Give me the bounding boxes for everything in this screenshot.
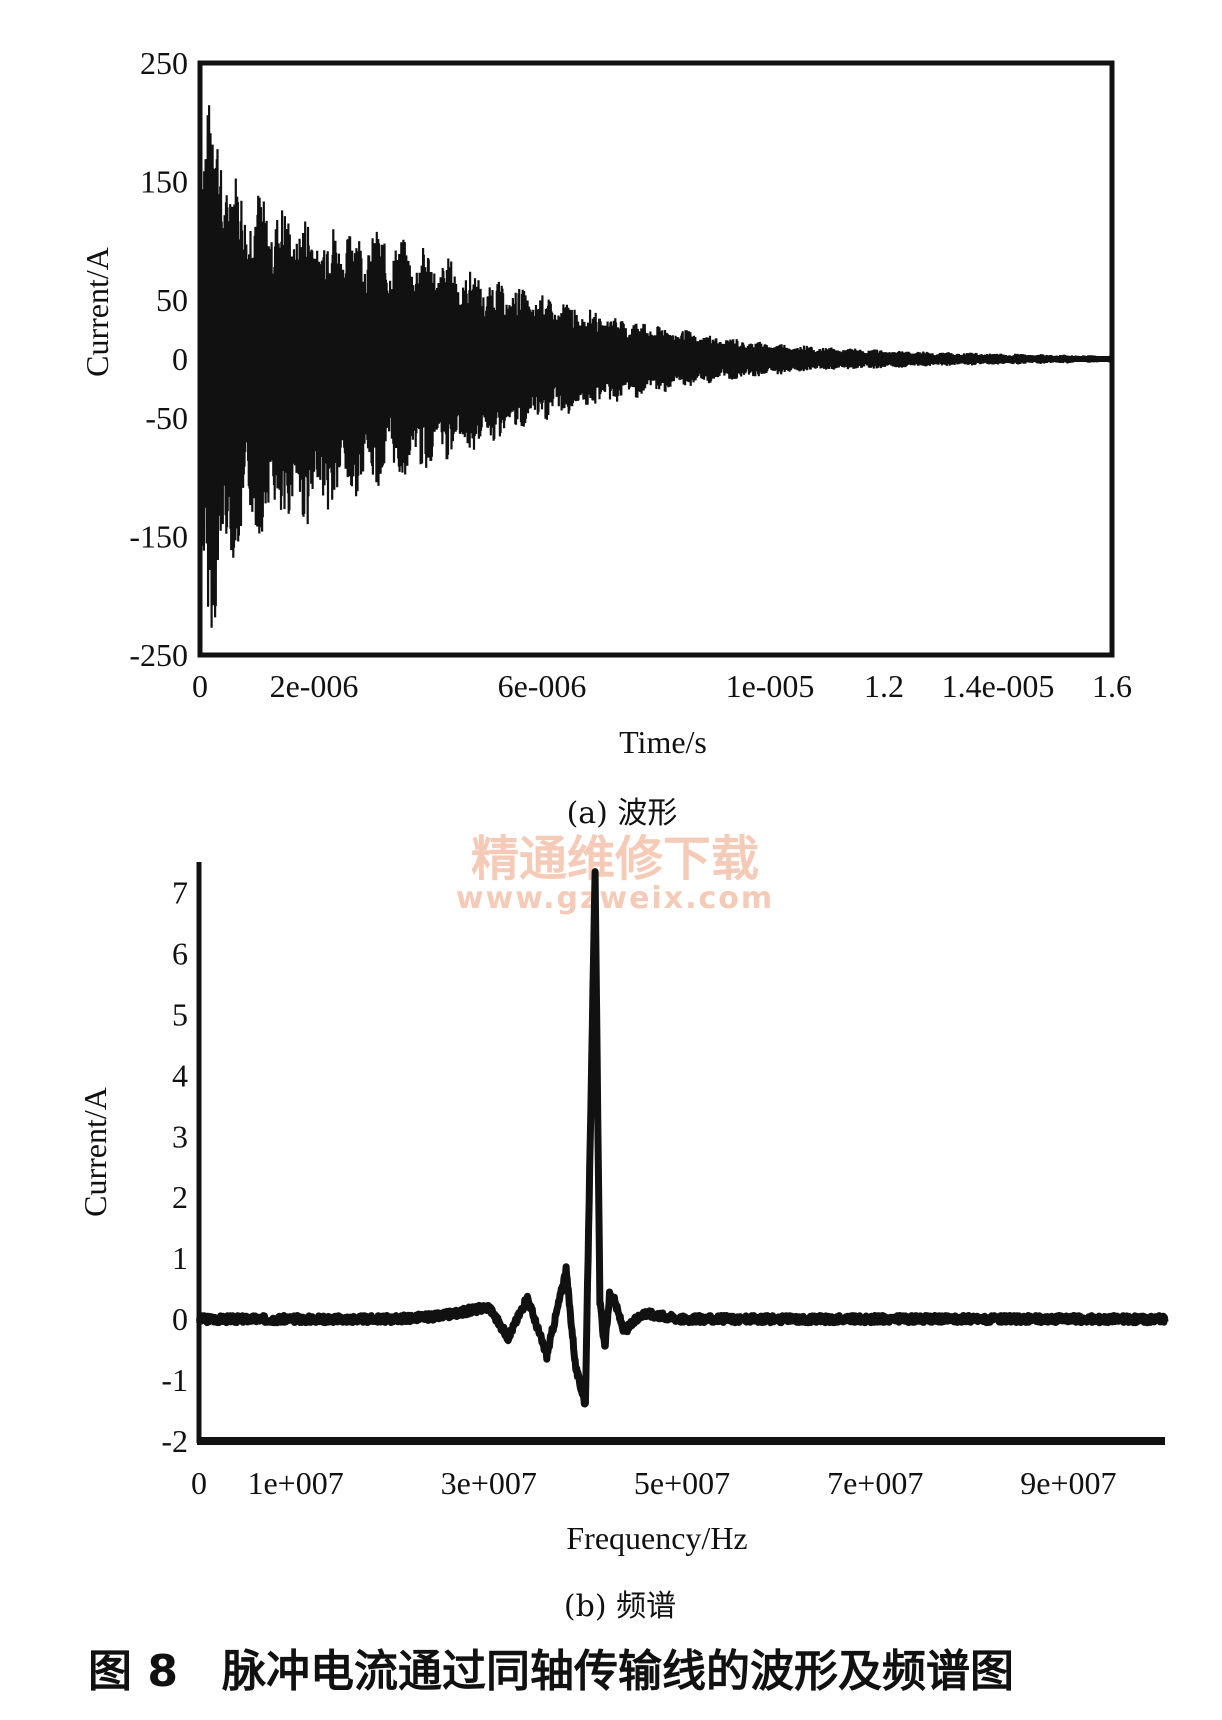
waveform-y-tick-label: -50 <box>145 400 188 436</box>
spectrum-y-tick-label: 3 <box>172 1118 188 1154</box>
spectrum-subtitle: (b) 频谱 <box>564 1589 676 1624</box>
watermark-url: www.gzweix.com <box>456 881 774 916</box>
watermark-title: 精通维修下载 <box>471 831 759 887</box>
spectrum-x-tick-label: 1e+007 <box>247 1465 343 1501</box>
waveform-y-tick-label: -250 <box>129 637 188 673</box>
waveform-y-ticks: 250 150 50 0 -50 -150 -250 <box>129 45 188 673</box>
waveform-y-tick-label: -150 <box>129 519 188 555</box>
spectrum-y-axis-label: Current/A <box>77 1087 113 1217</box>
spectrum-x-tick-label: 9e+007 <box>1020 1465 1116 1501</box>
spectrum-x-tick-label: 3e+007 <box>441 1465 537 1501</box>
waveform-y-axis-label: Current/A <box>79 247 115 377</box>
waveform-x-tick-label: 2e-006 <box>270 668 359 704</box>
spectrum-y-tick-label: 1 <box>172 1240 188 1276</box>
waveform-chart: 250 150 50 0 -50 -150 -250 0 2e-006 6e-006 1e-005… <box>79 45 1132 831</box>
waveform-line <box>198 105 1114 628</box>
spectrum-x-tick-label: 0 <box>191 1465 207 1501</box>
spectrum-x-tick-label: 5e+007 <box>634 1465 730 1501</box>
spectrum-y-tick-label: 5 <box>172 996 188 1032</box>
spectrum-y-tick-label: 0 <box>172 1301 188 1337</box>
spectrum-y-tick-label: 6 <box>172 935 188 971</box>
spectrum-y-ticks: 7 6 5 4 3 2 1 0 -1 -2 <box>161 874 188 1459</box>
waveform-x-tick-label: 1e-005 <box>726 668 815 704</box>
spectrum-y-tick-label: 7 <box>172 874 188 910</box>
waveform-x-axis-label: Time/s <box>619 724 707 760</box>
waveform-x-tick-label: 0 <box>192 668 208 704</box>
spectrum-y-tick-label: 4 <box>172 1057 188 1093</box>
waveform-y-tick-label: 0 <box>172 341 188 377</box>
waveform-trace <box>198 105 1114 628</box>
spectrum-y-tick-label: -1 <box>161 1362 188 1398</box>
figure-caption-label: 图 8 <box>88 1646 178 1697</box>
waveform-subtitle: (a) 波形 <box>567 796 678 831</box>
spectrum-x-ticks: 0 1e+007 3e+007 5e+007 7e+007 9e+007 <box>191 1465 1117 1501</box>
spectrum-x-tick-label: 7e+007 <box>827 1465 923 1501</box>
waveform-x-ticks: 0 2e-006 6e-006 1e-005 1.2 1.4e-005 1.6 <box>192 668 1132 704</box>
spectrum-chart: 7 6 5 4 3 2 1 0 -1 -2 0 1e+007 3e+007 5e+007 7e+007 9e… <box>77 862 1169 1624</box>
figure-caption-text: 脉冲电流通过同轴传输线的波形及频谱图 <box>222 1646 1014 1697</box>
waveform-y-tick-label: 50 <box>156 282 188 318</box>
waveform-x-tick-label: 1.6 <box>1092 668 1132 704</box>
spectrum-y-tick-label: 2 <box>172 1179 188 1215</box>
spectrum-line <box>195 868 1169 1408</box>
spectrum-y-tick-label: -2 <box>161 1423 188 1459</box>
waveform-y-tick-label: 250 <box>140 45 188 81</box>
spectrum-trace <box>195 868 1169 1408</box>
waveform-x-tick-label: 6e-006 <box>498 668 587 704</box>
waveform-x-tick-label: 1.2 <box>864 668 904 704</box>
waveform-x-tick-label: 1.4e-005 <box>942 668 1055 704</box>
spectrum-x-axis-label: Frequency/Hz <box>566 1520 747 1556</box>
waveform-y-tick-label: 150 <box>140 163 188 199</box>
